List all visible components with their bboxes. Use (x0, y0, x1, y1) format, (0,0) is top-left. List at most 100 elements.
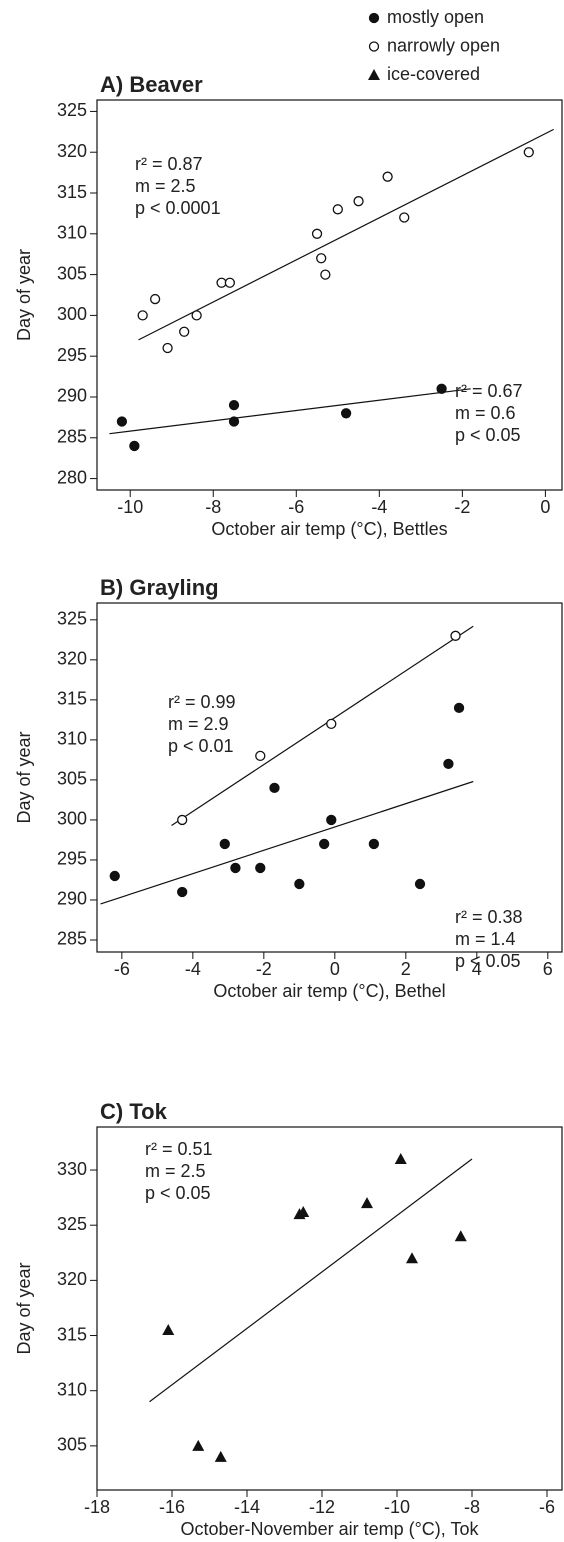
y-axis-label: Day of year (14, 1262, 34, 1354)
point (255, 862, 266, 874)
fit-line (149, 1158, 473, 1403)
legend-marker (368, 41, 380, 52)
point (269, 782, 280, 794)
point (394, 1152, 407, 1164)
point (214, 1450, 227, 1462)
fit-annotation: p < 0.05 (455, 951, 521, 971)
fit-annotation: r² = 0.87 (135, 154, 203, 174)
fit-annotation: m = 2.9 (168, 714, 229, 734)
y-tick-label: 290 (57, 386, 87, 406)
y-tick-label: 310 (57, 1379, 87, 1399)
panel-title: A) Beaver (100, 72, 203, 97)
panel-title: B) Grayling (100, 575, 219, 600)
point (255, 750, 266, 762)
fit-line (100, 780, 474, 905)
plot-frame (96, 602, 563, 953)
y-tick-label: 295 (57, 345, 87, 365)
legend-label: ice-covered (387, 64, 480, 84)
y-tick-label: 285 (57, 427, 87, 447)
x-axis-label: October-November air temp (°C), Tok (181, 1519, 480, 1539)
x-tick-label: 2 (401, 959, 411, 979)
y-tick-label: 305 (57, 769, 87, 789)
y-tick-label: 285 (57, 929, 87, 949)
fit-annotation: m = 1.4 (455, 929, 516, 949)
point (454, 1230, 467, 1242)
y-tick-label: 310 (57, 223, 87, 243)
x-tick-label: -18 (84, 1497, 110, 1517)
point (179, 326, 190, 337)
point (191, 310, 202, 321)
point (368, 838, 380, 850)
x-tick-label: -16 (159, 1497, 185, 1517)
y-tick-label: 320 (57, 649, 87, 669)
point (216, 277, 227, 288)
plot-frame (96, 1126, 563, 1491)
point (319, 838, 330, 850)
point (382, 171, 393, 182)
point (406, 1252, 418, 1264)
x-tick-label: -6 (539, 1497, 555, 1517)
fit-annotation: p < 0.05 (455, 425, 521, 445)
y-tick-label: 305 (57, 263, 87, 283)
fit-annotation: r² = 0.38 (455, 907, 523, 927)
point (320, 269, 331, 280)
y-tick-label: 295 (57, 849, 87, 869)
x-tick-label: -2 (454, 497, 470, 517)
fit-annotation: p < 0.0001 (135, 198, 221, 218)
x-tick-label: 4 (472, 959, 482, 979)
point (326, 718, 337, 730)
point (109, 870, 120, 882)
x-tick-label: -4 (185, 959, 201, 979)
x-axis-label: October air temp (°C), Bethel (213, 981, 445, 1001)
fit-annotation: r² = 0.67 (455, 381, 523, 401)
point (137, 310, 148, 321)
point (399, 212, 410, 223)
y-tick-label: 290 (57, 889, 87, 909)
fit-line (171, 625, 474, 827)
point (162, 1324, 175, 1336)
x-axis-label: October air temp (°C), Bettles (211, 519, 447, 539)
panel-title: C) Tok (100, 1099, 168, 1124)
x-tick-label: -14 (234, 1497, 260, 1517)
point (523, 147, 534, 158)
x-tick-label: -2 (256, 959, 272, 979)
point (414, 878, 426, 890)
y-tick-label: 280 (57, 467, 87, 487)
legend-marker (368, 12, 380, 24)
point (192, 1439, 205, 1451)
y-tick-label: 315 (57, 689, 87, 709)
point (230, 862, 241, 874)
point (219, 838, 230, 850)
point (311, 228, 323, 239)
y-tick-label: 325 (57, 609, 87, 629)
point (228, 399, 240, 411)
y-tick-label: 320 (57, 141, 87, 161)
point (297, 1205, 310, 1217)
point (353, 196, 364, 207)
x-tick-label: -4 (371, 497, 387, 517)
y-tick-label: 300 (57, 304, 87, 324)
y-axis-label: Day of year (14, 731, 34, 823)
point (116, 416, 128, 427)
point (326, 814, 337, 826)
point (162, 342, 173, 354)
y-tick-label: 325 (57, 1214, 87, 1234)
point (129, 440, 140, 452)
point (443, 758, 454, 770)
point (177, 814, 188, 826)
point (316, 253, 327, 264)
point (294, 878, 305, 890)
legend-label: mostly open (387, 7, 484, 27)
point (332, 204, 343, 215)
x-tick-label: -10 (117, 497, 143, 517)
x-tick-label: -6 (114, 959, 130, 979)
fit-annotation: r² = 0.99 (168, 692, 236, 712)
y-axis-label: Day of year (14, 249, 34, 341)
fit-annotation: p < 0.05 (145, 1183, 211, 1203)
fit-annotation: m = 2.5 (135, 176, 196, 196)
x-tick-label: -8 (464, 1497, 480, 1517)
x-tick-label: 0 (330, 959, 340, 979)
fit-annotation: m = 2.5 (145, 1161, 206, 1181)
point (450, 630, 461, 641)
